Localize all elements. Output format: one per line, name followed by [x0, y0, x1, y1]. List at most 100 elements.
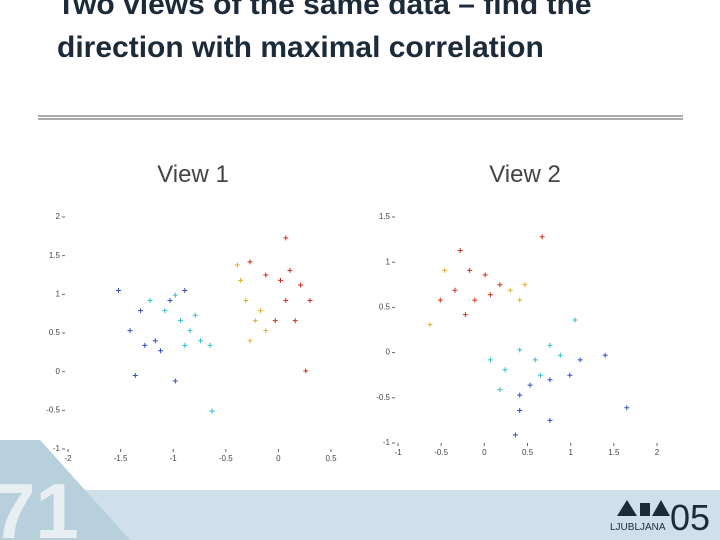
point [283, 298, 289, 304]
x-tick-label: 1 [568, 448, 573, 457]
point [537, 372, 543, 378]
point [557, 352, 563, 358]
point [138, 308, 144, 314]
x-tick-label: -1.5 [114, 454, 128, 463]
point [572, 317, 578, 323]
point [502, 367, 508, 373]
point [172, 378, 178, 384]
point [522, 282, 528, 288]
x-tick-label: -1 [170, 454, 178, 463]
point [127, 328, 133, 334]
logo: LJUBLJANA 05 [610, 497, 710, 538]
y-tick-label: 0.5 [379, 303, 391, 312]
point [517, 407, 523, 413]
point [115, 287, 121, 293]
point [532, 357, 538, 363]
point [207, 342, 213, 348]
point [567, 372, 573, 378]
point [462, 312, 468, 318]
point [487, 357, 493, 363]
point [487, 292, 493, 298]
x-tick-label: 0.5 [522, 448, 534, 457]
point [238, 277, 244, 283]
point [517, 297, 523, 303]
y-tick-label: -0.5 [46, 405, 60, 414]
x-tick-label: -2 [64, 454, 72, 463]
point [527, 382, 533, 388]
y-tick-label: 1 [56, 289, 61, 298]
page-number: 71 [0, 467, 79, 540]
point [243, 298, 249, 304]
point [252, 318, 258, 324]
point [577, 357, 583, 363]
x-tick-label: 0.5 [325, 454, 337, 463]
y-tick-label: -1 [383, 438, 391, 447]
y-tick-label: -1 [53, 444, 61, 453]
point [437, 297, 443, 303]
point [507, 287, 513, 293]
point [457, 247, 463, 253]
y-tick-label: 0.5 [49, 328, 61, 337]
point [182, 342, 188, 348]
point [497, 387, 503, 393]
point [209, 408, 215, 414]
point [187, 328, 193, 334]
point [517, 347, 523, 353]
x-tick-label: -1 [394, 448, 402, 457]
point [158, 348, 164, 354]
point [539, 234, 545, 240]
y-tick-label: 1 [386, 257, 391, 266]
point [167, 298, 173, 304]
logo-number: 05 [670, 497, 710, 538]
point [263, 328, 269, 334]
point [178, 318, 184, 324]
point [292, 318, 298, 324]
point [512, 432, 518, 438]
point [303, 368, 309, 374]
y-tick-label: 1.5 [379, 212, 391, 221]
x-tick-label: 2 [655, 448, 660, 457]
point [452, 287, 458, 293]
logo-text: LJUBLJANA [610, 522, 666, 533]
point [482, 272, 488, 278]
point [547, 377, 553, 383]
point [497, 282, 503, 288]
point [263, 272, 269, 278]
point [287, 267, 293, 273]
logo-shape [640, 503, 650, 516]
x-tick-label: 0 [276, 454, 281, 463]
point [427, 322, 433, 328]
point [442, 267, 448, 273]
point [283, 235, 289, 241]
y-tick-label: -0.5 [376, 393, 390, 402]
point [272, 318, 278, 324]
x-tick-label: -0.5 [434, 448, 448, 457]
point [467, 267, 473, 273]
point [162, 308, 168, 314]
point [198, 338, 204, 344]
chart-title: View 1 [157, 161, 229, 188]
x-tick-label: 1.5 [608, 448, 620, 457]
point [192, 312, 198, 318]
point [234, 262, 240, 268]
y-tick-label: 0 [56, 367, 61, 376]
logo-shape [617, 500, 637, 516]
point [247, 338, 253, 344]
slide-title: Two views of the same data – find the di… [57, 0, 592, 64]
chart-title: View 2 [489, 161, 561, 188]
y-tick-label: 1.5 [49, 251, 61, 260]
logo-shape [652, 500, 670, 516]
x-tick-label: -0.5 [219, 454, 233, 463]
point [132, 373, 138, 379]
point [147, 298, 153, 304]
point [152, 338, 158, 344]
point [517, 392, 523, 398]
point [247, 259, 253, 265]
point [547, 342, 553, 348]
y-tick-label: 2 [56, 212, 61, 221]
point [602, 352, 608, 358]
point [624, 405, 630, 411]
point [182, 287, 188, 293]
